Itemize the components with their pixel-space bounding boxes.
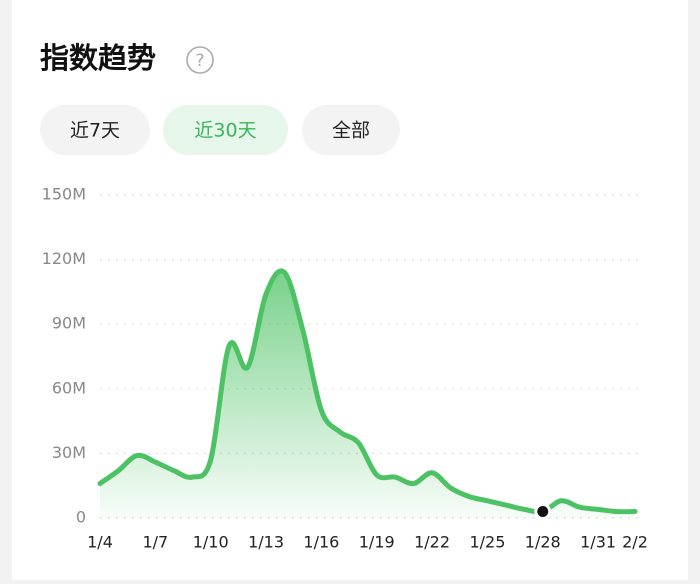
tab[interactable] — [163, 105, 288, 155]
y-tick-label: 0 — [76, 508, 86, 527]
tab-label: 近7天 — [70, 120, 120, 142]
y-tick-label: 90M — [52, 314, 86, 333]
x-tick-label: 1/22 — [414, 533, 450, 552]
title: 指数趋势 — [40, 41, 156, 75]
tab-label: 近30天 — [194, 120, 256, 142]
highlight-dot — [534, 503, 552, 521]
x-tick-label: 1/10 — [193, 533, 229, 552]
help-mark: ? — [195, 51, 204, 71]
x-tick-label: 2/2 — [622, 533, 648, 552]
y-tick-label: 120M — [42, 249, 86, 268]
x-tick-label: 1/19 — [359, 533, 395, 552]
x-tick-label: 1/31 — [580, 533, 616, 552]
help-icon[interactable] — [186, 46, 214, 74]
x-tick-label: 1/16 — [303, 533, 339, 552]
plot: 0 30M 60M 90M 120M 150M 1/4 1/7 1/10 1/13 1/16 1/19… — [42, 185, 648, 552]
tab-bar: 近7天 近30天 全部 — [40, 105, 400, 155]
x-tick-label: 1/28 — [525, 533, 561, 552]
tab-label: 全部 — [332, 120, 370, 142]
x-tick-label: 1/7 — [142, 533, 168, 552]
x-tick-label: 1/25 — [469, 533, 505, 552]
tab[interactable] — [40, 105, 150, 155]
area-fill — [100, 270, 635, 518]
y-tick-label: 30M — [52, 443, 86, 462]
x-tick-label: 1/4 — [87, 533, 113, 552]
x-tick-label: 1/13 — [248, 533, 284, 552]
tab[interactable] — [302, 105, 400, 155]
y-tick-label: 60M — [52, 378, 86, 397]
y-tick-label: 150M — [42, 185, 86, 204]
